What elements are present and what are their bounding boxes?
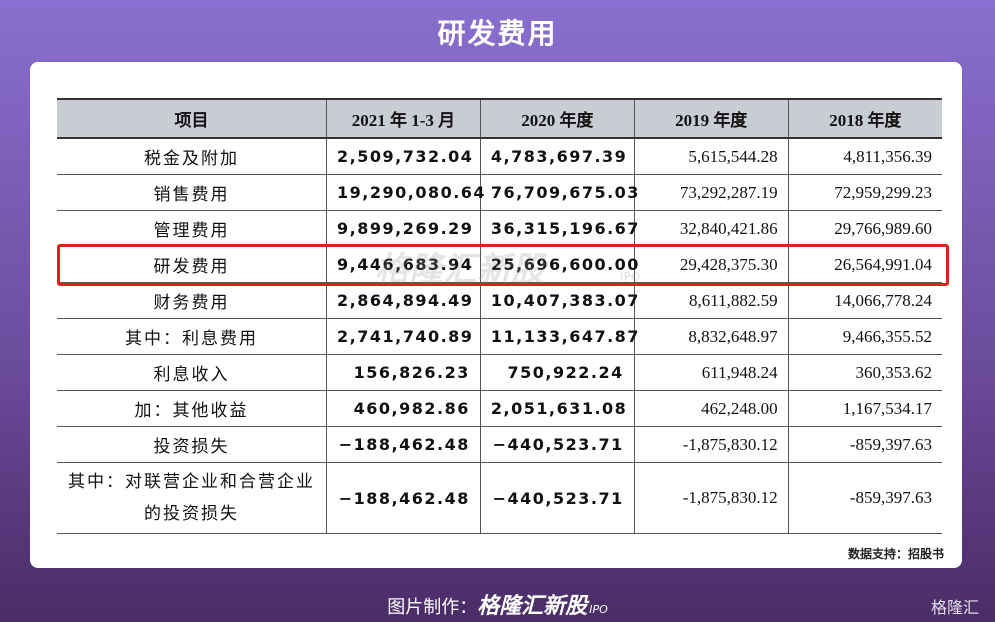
table-cell: 销售费用 — [57, 174, 327, 211]
table-cell: 11,133,647.87 — [480, 318, 638, 355]
source: 数据支持：招股书 — [847, 547, 944, 561]
table-cell: 8,611,882.59 — [634, 282, 789, 319]
table-cell: 156,826.23 — [326, 354, 481, 391]
title: 研发费用 — [437, 17, 558, 50]
column-header: 2018 年度 — [788, 98, 942, 139]
table-cell: 5,615,544.28 — [634, 138, 789, 175]
footer-label: 图片制作： — [387, 597, 478, 618]
table-cell: 利息收入 — [57, 354, 327, 391]
table-cell: 10,407,383.07 — [480, 282, 638, 319]
table-cell: 29,766,989.60 — [788, 210, 942, 247]
table-cell: 462,248.00 — [634, 390, 789, 427]
table-row: 加：其他收益 460,982.86 2,051,631.08 462,248.00 1,… — [57, 390, 942, 427]
table-cell: -1,875,830.12 — [634, 462, 789, 534]
table-cell: 其中：对联营企业和合营企业的投资损失 — [57, 462, 327, 534]
table-cell: 9,466,355.52 — [788, 318, 942, 355]
table-cell: −440,523.71 — [480, 426, 635, 463]
table-row: 其中：利息费用 2,741,740.89 11,133,647.87 8,832,64… — [57, 318, 942, 355]
table-cell: 投资损失 — [57, 426, 327, 463]
table-cell: 4,811,356.39 — [788, 138, 942, 175]
table-cell: 2,509,732.04 — [326, 138, 481, 175]
table-cell: −440,523.71 — [480, 462, 635, 534]
footer-tag: IPO — [589, 603, 608, 616]
table-cell: 25,696,600.00 — [480, 246, 638, 283]
table-cell: 9,899,269.29 — [326, 210, 481, 247]
table-cell: -859,397.63 — [788, 462, 942, 534]
table-cell: 73,292,287.19 — [634, 174, 789, 211]
table-cell: 研发费用 — [57, 246, 327, 283]
table-cell: 税金及附加 — [57, 138, 327, 175]
highlight-box — [57, 243, 949, 286]
table-cell: −188,462.48 — [326, 462, 481, 534]
table-cell: 611,948.24 — [634, 354, 789, 391]
table-cell: 14,066,778.24 — [788, 282, 942, 319]
footer: 图片制作：格隆汇新股 IPO — [0, 588, 995, 620]
table-cell: 360,353.62 — [788, 354, 942, 391]
table-cell: 财务费用 — [57, 282, 327, 319]
table-row: 税金及附加 2,509,732.04 4,783,697.39 5,615,544.2… — [57, 138, 942, 175]
table-cell: 76,709,675.03 — [480, 174, 638, 211]
header-row: 项目 2021 年 1-3 月 2020 年度 2019 年度 2018 年度 — [57, 98, 942, 139]
column-header: 2020 年度 — [480, 98, 635, 139]
table-row: 利息收入 156,826.23 750,922.24 611,948.24 360,35… — [57, 354, 942, 391]
table-cell: 19,290,080.64 — [326, 174, 485, 211]
table-cell: 26,564,991.04 — [788, 246, 942, 283]
footer-brand: 格隆汇新股 — [477, 594, 588, 619]
table-cell: 加：其他收益 — [57, 390, 327, 427]
column-header: 2021 年 1-3 月 — [326, 98, 481, 139]
table-row: 研发费用 9,446,683.94 25,696,600.00 29,428,375.… — [57, 246, 942, 283]
table-cell: 2,051,631.08 — [480, 390, 635, 427]
table-row: 销售费用 19,290,080.64 76,709,675.03 73,292,287… — [57, 174, 942, 211]
table-cell: 4,783,697.39 — [480, 138, 635, 175]
table-cell: -859,397.63 — [788, 426, 942, 463]
table-cell: 8,832,648.97 — [634, 318, 789, 355]
table-cell: 750,922.24 — [480, 354, 635, 391]
card: 项目 2021 年 1-3 月 2020 年度 2019 年度 2018 年度 税金及附加… — [30, 62, 962, 568]
table-row: 投资损失 −188,462.48 −440,523.71 -1,875,830.12-… — [57, 426, 942, 463]
table-cell: 管理费用 — [57, 210, 327, 247]
table-cell: -1,875,830.12 — [634, 426, 789, 463]
column-header: 2019 年度 — [634, 98, 789, 139]
table-cell: −188,462.48 — [326, 426, 481, 463]
table-cell: 2,741,740.89 — [326, 318, 481, 355]
cell-text: 其中：对联营企业和合营企业的投资损失 — [68, 472, 315, 524]
table-cell: 9,446,683.94 — [326, 246, 481, 283]
table-cell: 29,428,375.30 — [634, 246, 789, 283]
table-cell: 1,167,534.17 — [788, 390, 942, 427]
table-cell: 32,840,421.86 — [634, 210, 789, 247]
table-cell: 460,982.86 — [326, 390, 481, 427]
column-header: 项目 — [57, 98, 327, 139]
table-cell: 2,864,894.49 — [326, 282, 481, 319]
table-cell: 72,959,299.23 — [788, 174, 942, 211]
watermark-tag: IPO — [620, 270, 641, 284]
table-cell: 其中：利息费用 — [57, 318, 327, 355]
logo: 格隆汇 — [930, 598, 979, 617]
table-row: 财务费用 2,864,894.49 10,407,383.07 8,611,882.5… — [57, 282, 942, 319]
table-row: 其中：对联营企业和合营企业的投资损失 −188,462.48 −440,523.71… — [57, 462, 942, 534]
data-table: 项目 2021 年 1-3 月 2020 年度 2019 年度 2018 年度 税金及附加… — [57, 98, 942, 534]
